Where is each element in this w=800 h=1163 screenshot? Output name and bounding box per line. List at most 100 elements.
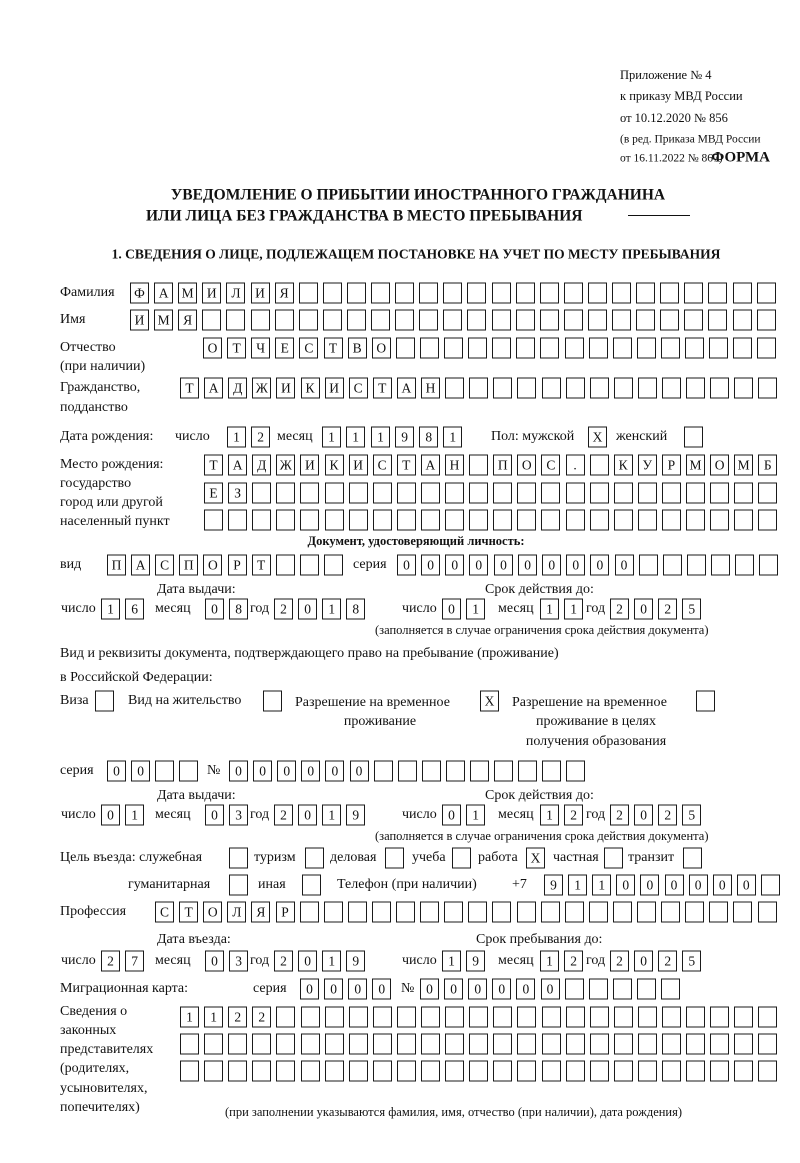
char-box-birthplace-2[interactable]: [445, 482, 464, 504]
char-box-reps-3[interactable]: [469, 1060, 489, 1082]
char-box-reps-3[interactable]: [758, 1060, 778, 1082]
char-box-patronymic[interactable]: О: [371, 337, 391, 359]
char-box-name[interactable]: Я: [178, 309, 198, 331]
char-box-id-valid-year[interactable]: 2: [610, 598, 629, 620]
char-box-id-valid-day[interactable]: 1: [466, 598, 486, 620]
char-box-reps-1[interactable]: [734, 1006, 754, 1028]
char-box-reps-2[interactable]: [541, 1033, 561, 1055]
char-box-reps-3[interactable]: [662, 1060, 681, 1082]
char-box-profession[interactable]: [540, 901, 560, 923]
char-box-reps-3[interactable]: [613, 1060, 633, 1082]
char-box-profession[interactable]: Р: [275, 901, 295, 923]
char-box-name[interactable]: [756, 309, 776, 331]
char-box-name[interactable]: [732, 309, 752, 331]
char-box-birthplace-1[interactable]: .: [565, 454, 585, 476]
char-box-patronymic[interactable]: [588, 337, 608, 359]
char-box-id-kind[interactable]: С: [155, 554, 175, 576]
char-box-birthplace-3[interactable]: [372, 509, 392, 531]
char-box-stay-until-year[interactable]: 2: [610, 950, 629, 972]
char-box-patronymic[interactable]: [685, 337, 704, 359]
char-box-reps-1[interactable]: [445, 1006, 465, 1028]
char-box-birthplace-2[interactable]: [734, 482, 754, 504]
char-box-citizenship[interactable]: [589, 377, 609, 399]
char-box-surname[interactable]: [419, 282, 439, 304]
char-box-phone[interactable]: 0: [736, 874, 756, 896]
char-box-stay-valid-day[interactable]: 1: [466, 804, 486, 826]
char-box-reps-2[interactable]: [228, 1033, 248, 1055]
char-box-name[interactable]: [491, 309, 511, 331]
char-box-name[interactable]: [636, 309, 656, 331]
char-box-id-valid-year[interactable]: 5: [682, 598, 702, 620]
char-box-surname[interactable]: И: [202, 282, 222, 304]
char-box-name[interactable]: [660, 309, 680, 331]
char-box-stay-valid-day[interactable]: 0: [442, 804, 461, 826]
char-box-birthplace-2[interactable]: З: [228, 482, 248, 504]
checkbox-residence-permit[interactable]: [263, 690, 282, 712]
char-box-profession[interactable]: [371, 901, 391, 923]
char-box-stay-until-year[interactable]: 2: [658, 950, 678, 972]
char-box-phone[interactable]: 1: [592, 874, 612, 896]
char-box-name[interactable]: [539, 309, 559, 331]
char-box-birthplace-3[interactable]: [541, 509, 561, 531]
char-box-stay-until-month[interactable]: 2: [564, 950, 584, 972]
char-box-citizenship[interactable]: С: [348, 377, 368, 399]
char-box-mig-number[interactable]: 0: [444, 978, 464, 1000]
char-box-birthplace-3[interactable]: [758, 509, 778, 531]
char-box-reps-2[interactable]: [613, 1033, 633, 1055]
char-box-patronymic[interactable]: Т: [323, 337, 343, 359]
char-box-stay-number[interactable]: [397, 760, 417, 782]
char-box-id-series[interactable]: 0: [469, 554, 489, 576]
char-box-surname[interactable]: А: [154, 282, 174, 304]
char-box-citizenship[interactable]: Д: [228, 377, 248, 399]
char-box-stay-number[interactable]: [518, 760, 538, 782]
char-box-reps-3[interactable]: [348, 1060, 368, 1082]
char-box-birthplace-2[interactable]: [589, 482, 609, 504]
char-box-birthplace-1[interactable]: Д: [252, 454, 272, 476]
char-box-profession[interactable]: О: [203, 901, 223, 923]
char-box-stay-valid-year[interactable]: 2: [610, 804, 629, 826]
char-box-reps-3[interactable]: [565, 1060, 585, 1082]
char-box-citizenship[interactable]: [445, 377, 465, 399]
char-box-citizenship[interactable]: [541, 377, 561, 399]
char-box-birthplace-2[interactable]: [372, 482, 392, 504]
char-box-stay-series[interactable]: [179, 760, 199, 782]
char-box-mig-number[interactable]: 0: [492, 978, 512, 1000]
char-box-id-series[interactable]: 0: [397, 554, 416, 576]
char-box-id-kind[interactable]: Т: [251, 554, 271, 576]
char-box-citizenship[interactable]: [710, 377, 730, 399]
char-box-mig-series[interactable]: 0: [300, 978, 319, 1000]
char-box-surname[interactable]: [708, 282, 728, 304]
char-box-name[interactable]: [226, 309, 246, 331]
char-box-profession[interactable]: [444, 901, 464, 923]
char-box-birth-month[interactable]: 1: [346, 426, 366, 448]
char-box-id-number[interactable]: [662, 554, 682, 576]
char-box-reps-3[interactable]: [734, 1060, 754, 1082]
char-box-surname[interactable]: [612, 282, 631, 304]
char-box-citizenship[interactable]: [637, 377, 657, 399]
char-box-birthplace-2[interactable]: [469, 482, 489, 504]
char-box-patronymic[interactable]: Е: [275, 337, 295, 359]
char-box-birthplace-3[interactable]: [420, 509, 440, 531]
checkbox-purpose-business[interactable]: [385, 847, 404, 869]
char-box-phone[interactable]: [760, 874, 780, 896]
checkbox-purpose-transit[interactable]: [683, 847, 702, 869]
char-box-birthplace-1[interactable]: А: [420, 454, 440, 476]
char-box-stay-valid-month[interactable]: 2: [564, 804, 584, 826]
char-box-id-valid-month[interactable]: 1: [564, 598, 584, 620]
char-box-id-number[interactable]: 0: [494, 554, 513, 576]
char-box-birth-year[interactable]: 1: [371, 426, 390, 448]
char-box-patronymic[interactable]: [660, 337, 680, 359]
char-box-id-issue-year[interactable]: 1: [322, 598, 342, 620]
char-box-stay-issue-year[interactable]: 2: [274, 804, 293, 826]
char-box-id-kind[interactable]: [299, 554, 319, 576]
char-box-birthplace-3[interactable]: [661, 509, 681, 531]
char-box-birth-year[interactable]: 8: [419, 426, 439, 448]
char-box-birthplace-3[interactable]: [637, 509, 657, 531]
char-box-id-number[interactable]: [638, 554, 658, 576]
char-box-birthplace-1[interactable]: [589, 454, 609, 476]
char-box-reps-2[interactable]: [372, 1033, 392, 1055]
char-box-mig-number[interactable]: 0: [540, 978, 560, 1000]
char-box-id-issue-year[interactable]: 0: [298, 598, 318, 620]
char-box-surname[interactable]: [684, 282, 704, 304]
char-box-birthplace-2[interactable]: [613, 482, 633, 504]
